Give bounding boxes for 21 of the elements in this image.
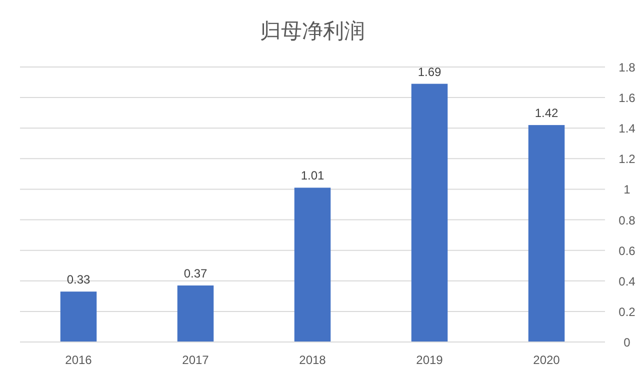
y-tick-label: 0.2	[618, 304, 636, 319]
y-tick-label: 1.4	[618, 122, 636, 136]
y-tick-label: 1.8	[618, 60, 636, 74]
y-tick-label: 1.2	[618, 152, 636, 166]
y-tick-label: 1	[624, 182, 631, 197]
y-tick-label: 0.8	[618, 213, 636, 228]
x-tick-label: 2020	[533, 353, 560, 367]
x-tick-label: 2016	[65, 353, 92, 367]
x-tick-label: 2018	[299, 353, 326, 367]
y-tick-label: 0	[624, 336, 631, 350]
data-label: 1.69	[418, 64, 442, 79]
y-tick-label: 1.6	[618, 91, 636, 106]
y-tick-label: 0.6	[618, 244, 636, 258]
data-label: 0.37	[184, 266, 208, 280]
x-tick-label: 2019	[416, 353, 444, 367]
x-tick-label: 2017	[182, 353, 210, 367]
data-label: 0.33	[66, 272, 90, 287]
title: 归母净利润	[260, 20, 365, 43]
data-label: 1.42	[534, 106, 558, 120]
data-label: 1.01	[300, 168, 324, 183]
y-tick-label: 0.4	[618, 274, 636, 288]
